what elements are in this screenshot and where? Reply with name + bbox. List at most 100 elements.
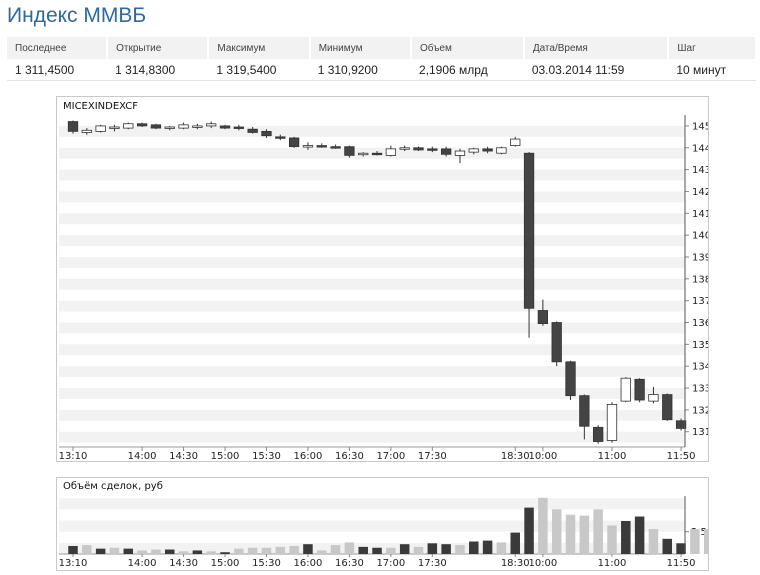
price-y-tick-label: 1450 <box>692 121 708 132</box>
price-y-tick-label: 1340 <box>692 362 708 373</box>
candle-body <box>233 126 244 129</box>
price-x-tick-label: 11:50 <box>667 451 696 461</box>
candle <box>454 148 466 164</box>
candle-body <box>634 378 645 401</box>
candle-body <box>316 145 327 148</box>
candle-body <box>496 147 507 154</box>
candle <box>537 299 549 326</box>
volume-x-tick-label: 14:30 <box>169 558 198 569</box>
candle <box>206 121 217 129</box>
candle-body <box>164 126 175 129</box>
volume-bar <box>455 545 465 554</box>
price-x-tick-label: 17:00 <box>376 451 405 461</box>
volume-bar <box>538 497 548 554</box>
candle-body <box>662 394 673 421</box>
candle-body <box>247 128 258 133</box>
candle <box>233 124 244 131</box>
candle <box>219 124 231 130</box>
price-grid-band <box>59 213 685 225</box>
price-x-tick-label: 14:30 <box>169 451 198 461</box>
volume-bar <box>344 542 355 554</box>
price-grid-band <box>59 431 685 443</box>
volume-x-tick-label: 11:50 <box>667 558 696 569</box>
candle-body <box>523 152 535 309</box>
candle <box>523 152 535 338</box>
candle-body <box>206 123 217 127</box>
candle-body <box>95 125 106 132</box>
volume-bar <box>303 544 313 554</box>
volume-x-tick-label: 16:00 <box>294 558 323 569</box>
candle <box>371 151 383 156</box>
candle-body <box>275 136 286 139</box>
price-y-tick-label: 1360 <box>692 318 708 329</box>
candle <box>95 124 106 133</box>
price-y-tick-label: 1320 <box>692 405 708 416</box>
volume-bar <box>234 548 244 554</box>
volume-bar <box>399 544 410 554</box>
volume-bar <box>648 529 659 554</box>
candle <box>648 386 659 404</box>
volume-bar <box>662 538 673 554</box>
header-max: Максимум <box>208 37 311 59</box>
candle <box>565 360 576 401</box>
candle-body <box>510 138 521 146</box>
volume-bar <box>82 545 92 554</box>
price-grid-band <box>59 300 685 312</box>
candle-body <box>302 145 314 148</box>
volume-bar <box>496 542 507 554</box>
volume-bar <box>247 547 258 554</box>
volume-bar <box>607 525 617 554</box>
volume-bar <box>151 549 161 554</box>
value-volume: 2,1906 млрд <box>411 59 524 81</box>
header-volume: Объем <box>411 37 525 59</box>
candle <box>344 145 355 158</box>
quote-table: Последнее Открытие Максимум Минимум Объе… <box>7 37 757 81</box>
candle <box>178 122 189 130</box>
candle-body <box>288 137 300 148</box>
volume-bar <box>95 548 106 554</box>
candle <box>399 145 410 152</box>
quote-header-row: Последнее Открытие Максимум Минимум Объе… <box>7 37 757 59</box>
candle-body <box>178 124 189 129</box>
volume-bar <box>137 550 147 554</box>
candle <box>593 425 604 444</box>
price-grid-band <box>59 409 685 421</box>
volume-bar <box>372 547 382 554</box>
value-step: 10 минут <box>668 59 756 81</box>
price-grid-band <box>59 169 685 181</box>
price-x-tick-label: 11:00 <box>598 451 627 461</box>
candle-body <box>81 129 92 133</box>
candle <box>662 393 673 421</box>
volume-bar <box>178 551 189 554</box>
volume-grid-band <box>59 520 685 532</box>
volume-bar <box>164 549 175 554</box>
price-grid-band <box>59 388 685 399</box>
volume-x-tick-label: 11:00 <box>598 558 627 569</box>
volume-x-tick-label: 15:00 <box>211 558 240 569</box>
candle <box>275 134 286 141</box>
candle-body <box>413 147 424 151</box>
price-x-tick-label: 15:00 <box>211 451 240 461</box>
price-grid-band <box>59 191 685 203</box>
candle-body <box>593 426 604 442</box>
candle-body <box>358 152 369 156</box>
volume-bar <box>469 541 479 554</box>
price-y-tick-label: 1350 <box>692 340 708 351</box>
candle-body <box>371 152 383 156</box>
volume-chart[interactable]: 2.5 млрд13:1014:0014:3015:0015:3016:0016… <box>57 478 708 570</box>
price-x-tick-label: 16:00 <box>294 451 323 461</box>
candle <box>247 127 258 134</box>
candle <box>67 120 79 134</box>
candle <box>606 402 618 443</box>
volume-bar <box>206 551 216 554</box>
price-x-tick-label: 15:30 <box>252 451 281 461</box>
candle <box>302 142 314 150</box>
price-y-tick-label: 1380 <box>692 274 708 285</box>
volume-bar <box>565 514 576 554</box>
candle-body <box>606 404 618 441</box>
price-grid-band <box>59 366 685 378</box>
candle <box>358 152 369 157</box>
